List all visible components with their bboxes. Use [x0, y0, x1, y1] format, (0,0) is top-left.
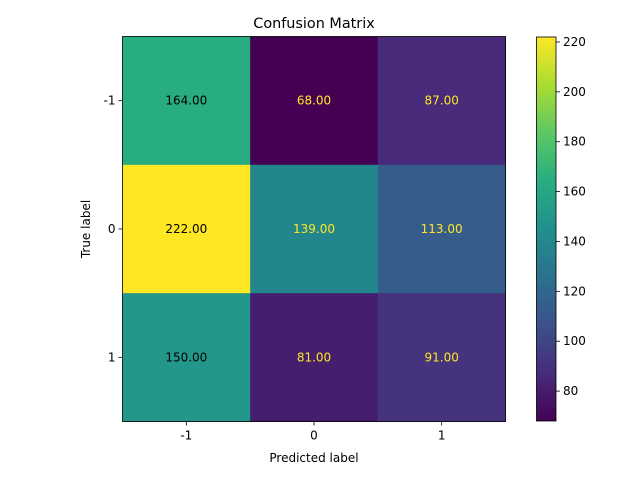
y-axis-label: True label — [79, 200, 93, 259]
x-tick-label: 1 — [438, 429, 446, 443]
chart-title: Confusion Matrix — [253, 16, 375, 32]
colorbar-tick-label: 160 — [563, 185, 586, 199]
cell-value-label: 81.00 — [297, 350, 331, 364]
y-tick-label: -1 — [104, 94, 116, 108]
heatmap-cell — [122, 36, 251, 166]
x-tick-label: -1 — [180, 429, 192, 443]
colorbar: 80 100 120 140 160 180 200 220 — [536, 35, 586, 422]
x-tick-label: 0 — [310, 429, 318, 443]
cell-value-label: 68.00 — [297, 94, 331, 108]
x-axis-label: Predicted label — [269, 451, 358, 465]
cell-value-label: 164.00 — [165, 94, 207, 108]
colorbar-tick-label: 140 — [563, 234, 586, 248]
colorbar-tick-label: 80 — [563, 384, 578, 398]
heatmap-cell — [250, 293, 379, 422]
cell-value-label: 113.00 — [421, 222, 463, 236]
heatmap-cells: 164.00 68.00 87.00 222.00 139.00 113.00 150.00… — [122, 36, 506, 422]
cell-value-label: 139.00 — [293, 222, 335, 236]
heatmap-cell — [377, 164, 506, 294]
cell-value-label: 222.00 — [165, 222, 207, 236]
colorbar-tick-label: 100 — [563, 334, 586, 348]
heatmap-cell — [122, 293, 251, 422]
y-tick-label: 1 — [108, 350, 116, 364]
cell-value-label: 87.00 — [424, 94, 458, 108]
y-axis: -1 0 1 — [104, 94, 123, 364]
heatmap-cell — [122, 164, 251, 294]
cell-value-label: 150.00 — [165, 350, 207, 364]
colorbar-tick-label: 180 — [563, 135, 586, 149]
colorbar-gradient — [536, 37, 556, 421]
heatmap-cell — [377, 36, 506, 166]
y-tick-label: 0 — [108, 222, 116, 236]
colorbar-tick-label: 220 — [563, 35, 586, 49]
colorbar-frame — [536, 36, 557, 422]
colorbar-tick-label: 200 — [563, 85, 586, 99]
heatmap-cell — [377, 293, 506, 422]
cell-value-label: 91.00 — [424, 350, 458, 364]
heatmap-cell — [250, 164, 379, 294]
heatmap-cell — [250, 36, 379, 166]
x-axis: -1 0 1 — [180, 421, 446, 443]
colorbar-tick-label: 120 — [563, 284, 586, 298]
